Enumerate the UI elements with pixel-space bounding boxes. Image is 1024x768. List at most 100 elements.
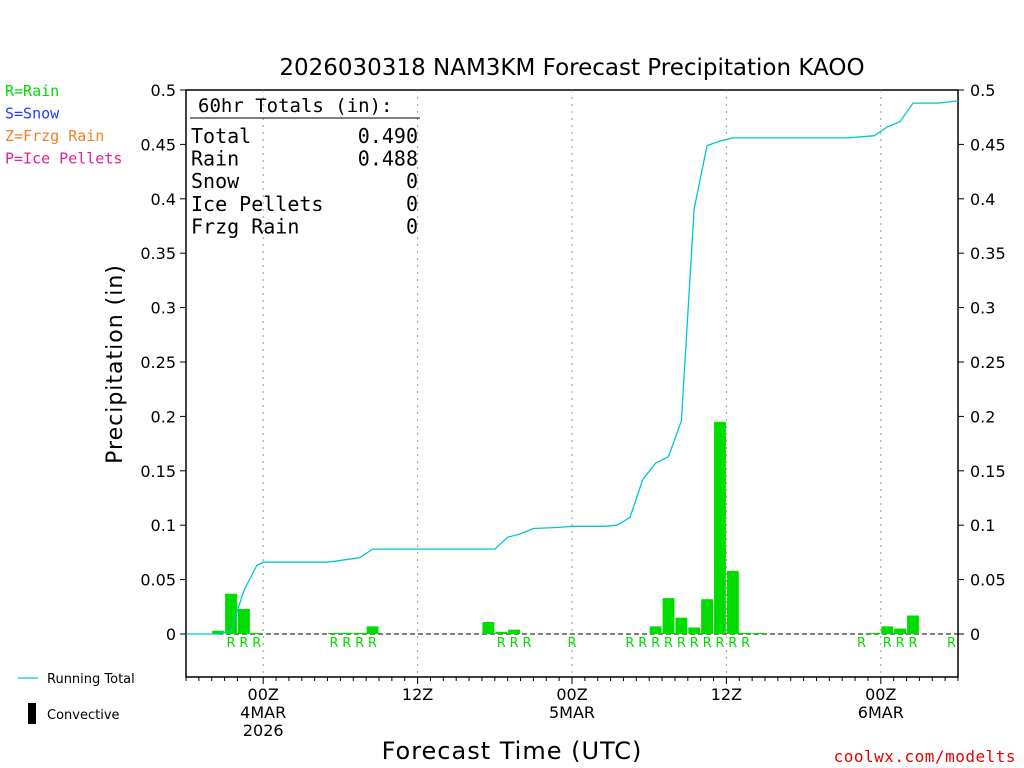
ptype-marker-20: R — [741, 636, 750, 651]
ptype-marker-1: R — [239, 636, 248, 651]
y-tick-label-right-5: 0.25 — [970, 353, 1006, 372]
ptype-marker-2: R — [252, 636, 261, 651]
ptype-marker-23: R — [896, 636, 905, 651]
legend-label-0: Running Total — [47, 672, 135, 687]
totals-label-1: Rain — [191, 147, 239, 171]
ptype-legend: R=Rain S=Snow Z=Frzg Rain P=Ice Pellets — [5, 82, 122, 168]
bar-6 — [353, 632, 366, 634]
x-tick-label-3-0: 12Z — [711, 685, 742, 704]
bar-15 — [701, 599, 714, 634]
y-tick-label-right-7: 0.35 — [970, 244, 1006, 263]
running-total-line — [186, 100, 959, 635]
y-axis-right: 0 0.05 0.1 0.15 0.2 0.25 0.3 0.35 0.4 0.45 0.5 — [958, 81, 1006, 644]
x-tick-label-0-0: 00Z — [248, 685, 279, 704]
x-axis-label: Forecast Time (UTC) — [382, 737, 643, 765]
ptype-marker-17: R — [703, 636, 712, 651]
y-axis-left: 0 0.05 0.1 0.15 0.2 0.25 0.3 0.35 0.4 0.45 0.5 — [140, 81, 186, 644]
totals-rows: Total 0.490 Rain 0.488 Snow 0 Ice Pellets 0 Frzg… — [191, 124, 418, 238]
y-tick-label-right-10: 0.5 — [970, 81, 995, 100]
y-tick-label-left-2: 0.1 — [151, 516, 176, 535]
legend-swatch-convective — [28, 703, 36, 724]
y-tick-label-right-6: 0.3 — [970, 299, 995, 318]
ptype-marker-6: R — [368, 636, 377, 651]
ptype-marker-9: R — [522, 636, 531, 651]
totals-value-4: 0 — [406, 214, 418, 238]
ptype-marker-0: R — [227, 636, 236, 651]
bar-18 — [739, 632, 752, 634]
ptype-marker-24: R — [908, 636, 917, 651]
x-tick-label-0-1: 4MAR — [240, 703, 286, 722]
ptype-legend-2: Z=Frzg Rain — [5, 127, 104, 145]
bar-series — [212, 421, 919, 634]
totals-label-0: Total — [191, 124, 251, 148]
attribution: coolwx.com/modelts — [834, 747, 1016, 766]
ptype-marker-18: R — [715, 636, 724, 651]
x-tick-label-2-0: 00Z — [556, 685, 587, 704]
ptype-legend-0: R=Rain — [5, 82, 59, 100]
bar-2 — [237, 608, 250, 634]
totals-label-2: Snow — [191, 169, 240, 193]
bar-19 — [752, 632, 765, 634]
bar-21 — [881, 626, 894, 634]
y-tick-label-left-1: 0.05 — [140, 571, 176, 590]
ptype-marker-14: R — [664, 636, 673, 651]
y-tick-label-right-3: 0.15 — [970, 462, 1006, 481]
y-tick-label-left-4: 0.2 — [151, 407, 176, 426]
y-tick-label-right-8: 0.4 — [970, 190, 995, 209]
bar-9 — [495, 631, 508, 634]
legend-label-1: Convective — [47, 708, 120, 723]
y-tick-label-left-9: 0.45 — [140, 135, 176, 154]
bar-0 — [212, 630, 225, 634]
bar-4 — [328, 632, 340, 634]
ptype-legend-1: S=Snow — [5, 105, 60, 123]
ptype-marker-12: R — [638, 636, 647, 651]
bar-22 — [894, 628, 907, 634]
ptype-marker-4: R — [342, 636, 351, 651]
bar-8 — [482, 622, 495, 634]
ptype-marker-19: R — [728, 636, 737, 651]
bar-16 — [714, 421, 726, 634]
ptype-marker-16: R — [690, 636, 699, 651]
y-tick-label-left-6: 0.3 — [151, 299, 176, 318]
y-tick-label-right-9: 0.45 — [970, 135, 1006, 154]
y-tick-label-left-0: 0 — [166, 625, 176, 644]
x-tick-label-1-0: 12Z — [402, 685, 433, 704]
x-tick-label-0-2: 2026 — [243, 721, 284, 740]
y-tick-label-right-4: 0.2 — [970, 407, 995, 426]
ptype-marker-21: R — [857, 636, 866, 651]
bar-20 — [868, 632, 881, 634]
x-tick-label-4-0: 00Z — [865, 685, 896, 704]
x-tick-label-4-1: 6MAR — [858, 703, 904, 722]
ptype-marker-11: R — [625, 636, 634, 651]
vertical-gridlines — [262, 90, 882, 677]
totals-heading: 60hr Totals (in): — [198, 95, 392, 117]
bar-7 — [366, 626, 379, 634]
y-axis-label: Precipitation (in) — [103, 264, 128, 464]
y-tick-label-right-2: 0.1 — [970, 516, 995, 535]
y-tick-label-right-0: 0 — [970, 625, 980, 644]
bar-11 — [649, 626, 662, 634]
bar-1 — [225, 593, 237, 634]
totals-value-2: 0 — [406, 169, 418, 193]
ptype-marker-25: R — [947, 636, 956, 651]
ptype-legend-3: P=Ice Pellets — [5, 150, 122, 168]
ptype-marker-8: R — [510, 636, 519, 651]
chart-title: 2026030318 NAM3KM Forecast Precipitation… — [279, 55, 864, 81]
y-tick-label-left-5: 0.25 — [140, 353, 176, 372]
y-tick-label-left-3: 0.15 — [140, 462, 176, 481]
bar-13 — [675, 617, 688, 634]
bar-14 — [688, 627, 701, 634]
ptype-marker-13: R — [651, 636, 660, 651]
bar-5 — [340, 632, 353, 634]
totals-value-1: 0.488 — [358, 147, 418, 171]
y-tick-label-right-1: 0.05 — [970, 571, 1006, 590]
bar-10 — [508, 629, 521, 634]
totals-box: 60hr Totals (in): Total 0.490 Rain 0.488 Sno… — [190, 95, 420, 238]
ptype-marker-22: R — [883, 636, 892, 651]
bar-3 — [250, 632, 263, 634]
bar-23 — [907, 615, 919, 634]
